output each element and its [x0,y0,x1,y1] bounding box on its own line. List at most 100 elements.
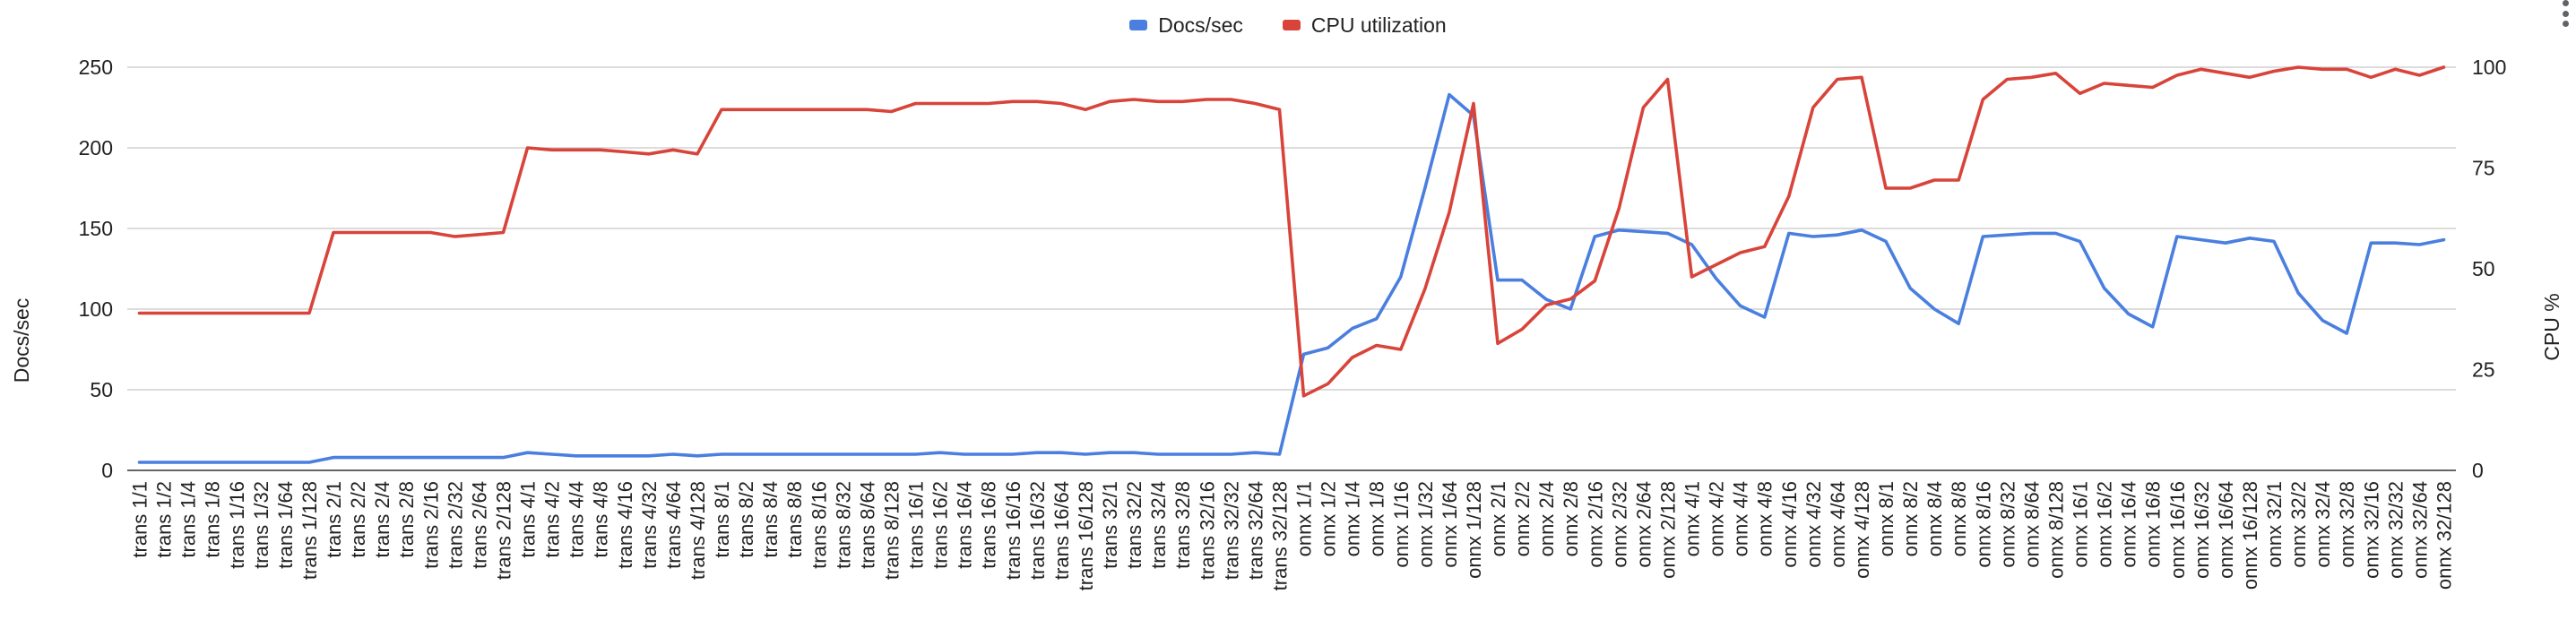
x-tick-label: trans 2/32 [444,481,466,569]
x-tick-label: onnx 16/128 [2239,481,2261,590]
x-tick-label: onnx 32/1 [2263,481,2286,568]
x-tick-label: onnx 1/64 [1439,481,1461,568]
chart-legend: Docs/sec CPU utilization [0,9,2576,41]
x-tick-label: trans 16/128 [1075,481,1097,590]
x-tick-label: onnx 2/128 [1656,481,1679,579]
series-line-cpu-utilization [137,65,2446,398]
x-tick-label: trans 2/1 [323,481,345,558]
x-tick-label: trans 1/64 [274,481,297,569]
y-tick-label: 200 [79,136,113,159]
x-tick-label: onnx 1/4 [1342,481,1364,556]
x-tick-label: onnx 8/64 [2020,481,2043,568]
y-tick-label: 100 [79,297,113,321]
x-tick-label: trans 8/32 [832,481,854,569]
x-tick-label: trans 1/2 [153,481,176,558]
x-tick-label: trans 8/2 [735,481,757,558]
x-tick-label: onnx 1/32 [1414,481,1437,568]
x-tick-label: onnx 32/128 [2433,481,2455,590]
more-vert-icon[interactable] [2560,0,2571,27]
x-tick-label: trans 1/32 [250,481,272,569]
legend-label-cpu: CPU utilization [1310,13,1447,37]
x-tick-label: trans 1/128 [298,481,321,580]
series-lines [137,65,2446,464]
x-tick-label: trans 32/2 [1123,481,1145,569]
x-tick-label: onnx 32/4 [2312,481,2334,568]
x-tick-label: onnx 16/4 [2118,481,2140,568]
x-tick-label: trans 4/32 [638,481,661,569]
x-tick-label: trans 16/4 [954,481,976,569]
x-tick-label: onnx 4/32 [1802,481,1825,568]
x-tick-label: trans 1/1 [129,481,151,558]
x-tick-label: trans 8/4 [759,481,782,558]
x-tick-label: trans 8/8 [783,481,806,558]
x-tick-label: onnx 32/2 [2287,481,2310,568]
x-tick-label: onnx 2/2 [1511,481,1534,556]
x-tick-label: trans 2/2 [347,481,369,558]
x-tick-label: trans 8/64 [856,481,878,569]
x-tick-label: onnx 1/128 [1463,481,1485,579]
y-axis-label: Docs/sec [10,298,33,383]
x-tick-label: onnx 32/16 [2360,481,2382,579]
y-tick-label: 250 [79,56,113,79]
x-tick-label: trans 2/8 [395,481,418,558]
legend-item-cpu[interactable]: CPU utilization [1282,13,1447,38]
x-tick-label: trans 32/4 [1147,481,1170,569]
x-tick-label: onnx 32/32 [2384,481,2407,579]
x-tick-label: onnx 2/64 [1632,481,1655,568]
x-tick-label: onnx 8/1 [1875,481,1897,556]
y2-tick-label: 25 [2472,358,2495,382]
y-tick-label: 150 [79,217,113,240]
x-tick-label: onnx 32/8 [2336,481,2358,568]
x-tick-label: onnx 1/2 [1318,481,1340,556]
x-tick-label: trans 32/32 [1220,481,1242,580]
y-tick-label: 0 [101,459,113,482]
x-tick-label: trans 2/16 [419,481,442,569]
x-tick-label: onnx 4/8 [1754,481,1776,556]
x-tick-label: trans 32/1 [1099,481,1121,569]
x-tick-label: onnx 2/4 [1535,481,1558,556]
x-tick-label: trans 1/16 [226,481,248,569]
legend-item-docs[interactable]: Docs/sec [1129,13,1243,38]
legend-swatch-cpu [1282,20,1301,30]
x-tick-label: onnx 8/8 [1948,481,1970,556]
x-tick-label: onnx 8/32 [1996,481,2018,568]
x-tick-label: trans 2/128 [492,481,514,580]
left-axis-ticks: 0 50 100 150 200 250 [79,56,113,482]
x-tick-label: onnx 16/1 [2070,481,2092,568]
x-tick-label: onnx 16/16 [2166,481,2189,579]
x-tick-label: trans 1/8 [202,481,224,558]
x-tick-label: trans 32/128 [1268,481,1291,590]
x-tick-label: trans 4/8 [590,481,612,558]
x-tick-label: trans 4/128 [687,481,709,580]
x-tick-label: onnx 16/2 [2094,481,2116,568]
x-tick-label: onnx 16/64 [2215,481,2237,579]
x-tick-label: onnx 16/32 [2191,481,2213,579]
x-tick-label: onnx 8/16 [1972,481,1994,568]
x-tick-label: onnx 2/32 [1608,481,1630,568]
x-tick-label: onnx 4/16 [1778,481,1801,568]
x-tick-label: onnx 2/8 [1560,481,1582,556]
gridlines [127,66,2456,471]
x-tick-label: trans 8/16 [808,481,830,569]
right-axis-ticks: 0 25 50 75 100 [2472,56,2506,482]
x-tick-label: onnx 4/4 [1730,481,1752,556]
x-tick-label: trans 16/32 [1026,481,1049,580]
x-tick-label: onnx 8/128 [2044,481,2067,579]
x-tick-label: trans 16/2 [929,481,952,569]
legend-swatch-docs [1129,20,1148,30]
x-tick-label: trans 16/16 [1002,481,1024,580]
x-tick-label: onnx 1/8 [1366,481,1388,556]
y2-tick-label: 50 [2472,257,2495,280]
x-tick-label: trans 4/64 [662,481,685,569]
x-tick-label: trans 32/64 [1244,481,1266,580]
y2-axis-label: CPU % [2540,293,2563,360]
x-tick-label: trans 32/8 [1171,481,1194,569]
x-tick-label: onnx 2/1 [1487,481,1509,556]
y2-tick-label: 75 [2472,157,2495,180]
x-tick-label: onnx 4/1 [1681,481,1704,556]
x-tick-label: trans 8/128 [880,481,903,580]
x-tick-label: trans 1/4 [177,481,200,558]
x-tick-label: trans 16/8 [978,481,1000,569]
x-tick-label: trans 32/16 [1196,481,1218,580]
